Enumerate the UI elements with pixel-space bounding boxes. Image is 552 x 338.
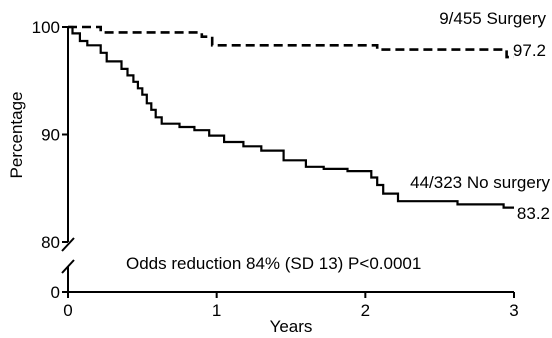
series-label-surgery: 9/455 Surgery xyxy=(439,9,546,28)
x-tick-label: 2 xyxy=(361,301,370,320)
series-label-no-surgery: 44/323 No surgery xyxy=(410,173,550,192)
y-tick-label: 100 xyxy=(32,18,60,37)
y-axis-title: Percentage xyxy=(7,92,26,179)
end-label-no-surgery: 83.2 xyxy=(517,204,550,223)
x-tick-label: 1 xyxy=(212,301,221,320)
axis-break-mark xyxy=(61,237,75,252)
x-tick-label: 0 xyxy=(63,301,72,320)
series-line-no-surgery xyxy=(68,25,514,209)
x-axis-title: Years xyxy=(270,317,313,336)
series-line-surgery xyxy=(68,25,514,59)
axes: 80 90 100 00 1 2 3 xyxy=(32,18,519,320)
odds-reduction-annotation: Odds reduction 84% (SD 13) P<0.0001 xyxy=(126,254,421,273)
series-layer xyxy=(68,25,514,209)
y-tick-label: 90 xyxy=(41,126,60,145)
end-label-surgery: 97.2 xyxy=(513,41,546,60)
y-tick-label: 0 xyxy=(51,283,60,302)
axis-break-mark xyxy=(61,259,75,274)
labels-layer: Percentage Years Odds reduction 84% (SD … xyxy=(7,9,550,336)
y-tick-label: 80 xyxy=(41,233,60,252)
x-tick-label: 3 xyxy=(509,301,518,320)
